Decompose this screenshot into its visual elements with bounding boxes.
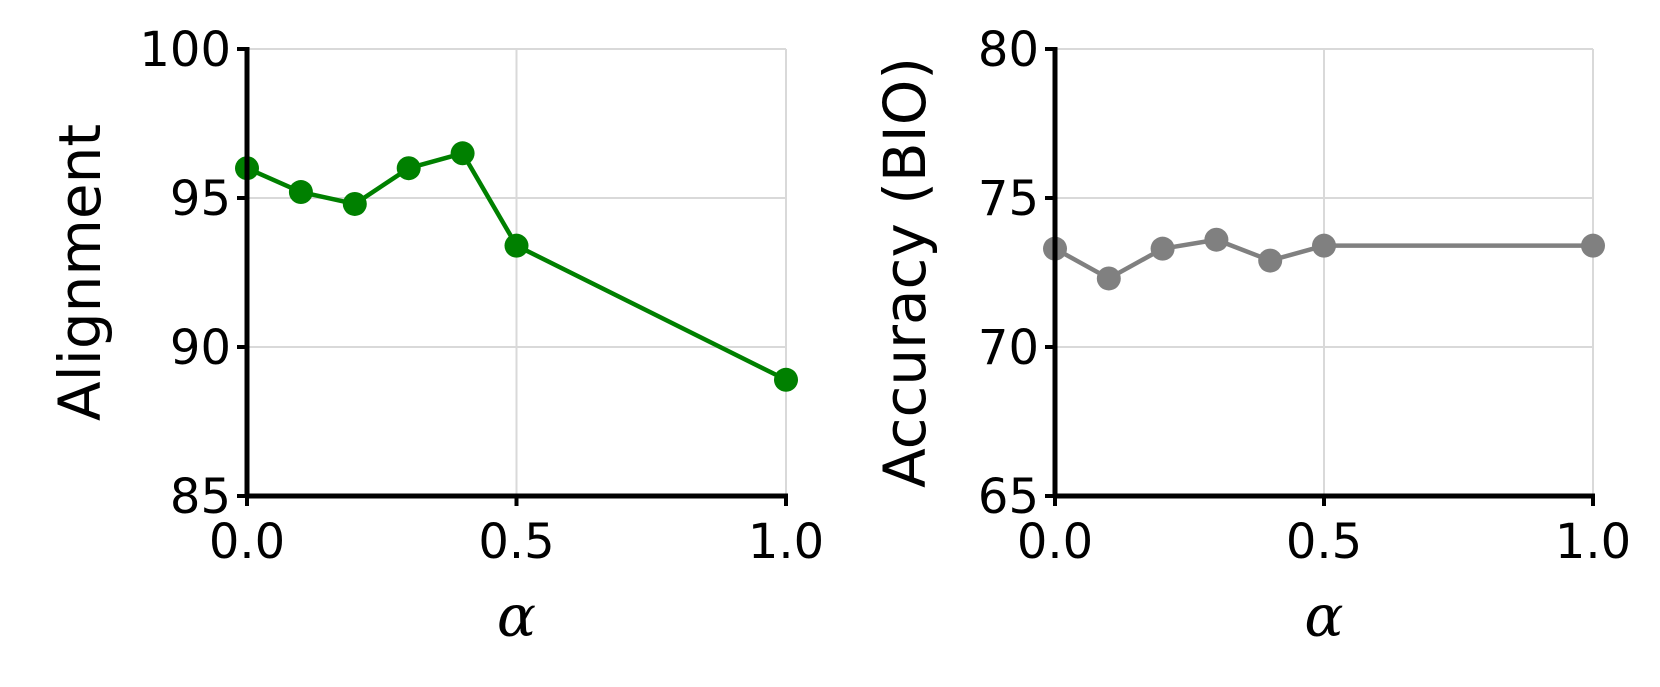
data-point xyxy=(504,233,529,258)
x-axis-title: α xyxy=(497,582,536,650)
data-point xyxy=(396,156,421,181)
y-tick-label: 70 xyxy=(978,320,1039,376)
x-tick-label: 0.5 xyxy=(478,514,554,570)
x-axis-title: α xyxy=(1304,582,1343,650)
x-tick-label: 1.0 xyxy=(1555,514,1631,570)
y-tick-label: 80 xyxy=(978,22,1039,78)
y-axis-title: Accuracy (BIO) xyxy=(871,57,939,488)
data-point xyxy=(774,367,798,392)
y-tick-label: 90 xyxy=(170,320,231,376)
data-point xyxy=(342,191,367,216)
y-tick-label: 75 xyxy=(978,171,1039,227)
y-tick-label: 100 xyxy=(139,22,231,78)
data-point xyxy=(450,141,475,166)
x-tick-label: 1.0 xyxy=(748,514,824,570)
x-tick-label: 0.0 xyxy=(209,514,285,570)
x-tick-label: 0.0 xyxy=(1017,514,1093,570)
alignment-chart: 85 90 95 100 0.0 0.5 1.0 α Alignment xyxy=(46,22,824,650)
data-point xyxy=(1204,227,1229,252)
accuracy-chart: 65 70 75 80 0.0 0.5 1.0 α Accuracy (BIO) xyxy=(871,22,1631,650)
y-axis-title: Alignment xyxy=(46,124,114,421)
data-point xyxy=(1258,248,1283,273)
data-point xyxy=(1581,233,1605,258)
x-tick-label: 0.5 xyxy=(1286,514,1362,570)
y-tick-label: 65 xyxy=(978,469,1039,525)
data-point xyxy=(1312,233,1336,258)
data-point xyxy=(288,180,313,205)
y-tick-label: 85 xyxy=(170,469,231,525)
y-tick-label: 95 xyxy=(170,171,231,227)
data-point xyxy=(1150,236,1175,261)
data-point xyxy=(1096,266,1121,291)
